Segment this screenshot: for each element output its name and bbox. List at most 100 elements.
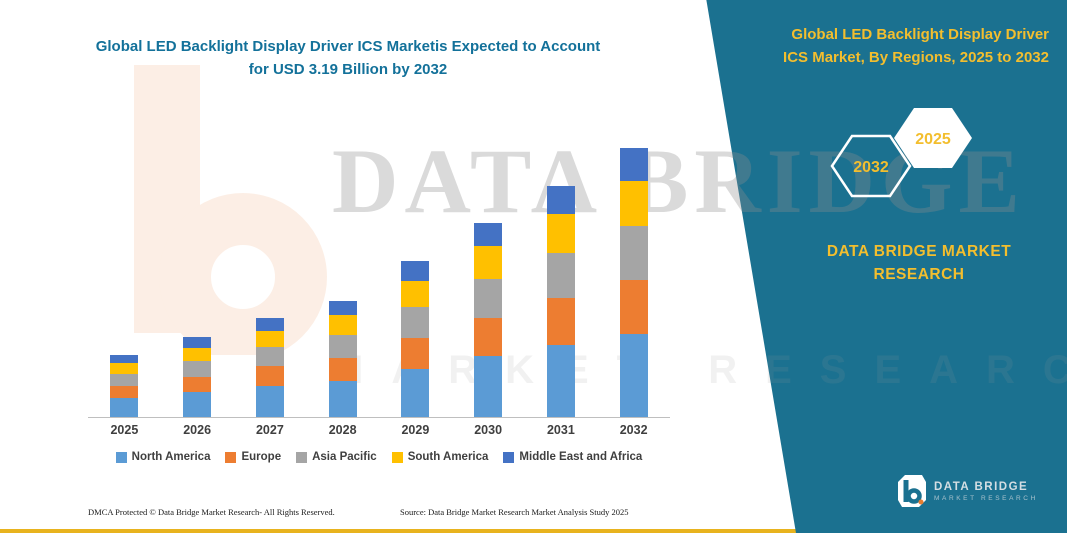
bar-2031 xyxy=(546,186,575,417)
source-note: Source: Data Bridge Market Research Mark… xyxy=(400,507,629,517)
x-axis-label-2026: 2026 xyxy=(183,423,212,437)
segment-south-america-2027 xyxy=(255,331,284,348)
bar-slot-2027 xyxy=(234,122,307,417)
hexagon-2025-icon xyxy=(894,108,972,168)
bar-2026 xyxy=(183,336,212,417)
legend-item-north-america: North America xyxy=(115,451,211,463)
segment-middle-east-and-africa-2027 xyxy=(255,318,284,332)
bar-slot-2028 xyxy=(306,122,379,417)
segment-middle-east-and-africa-2031 xyxy=(546,186,575,214)
segment-south-america-2025 xyxy=(110,363,139,375)
bar-slot-2031 xyxy=(525,122,598,417)
dmca-notice: DMCA Protected © Data Bridge Market Rese… xyxy=(88,507,335,517)
x-axis-label-2029: 2029 xyxy=(401,423,430,437)
legend-item-south-america: South America xyxy=(391,451,489,463)
brand-logo-texts: DATA BRIDGE MARKET RESEARCH xyxy=(934,481,1038,502)
bar-slot-2029 xyxy=(379,122,452,417)
segment-asia-pacific-2029 xyxy=(401,306,430,338)
segment-south-america-2030 xyxy=(474,245,503,279)
brand-logo-watermark-icon xyxy=(134,65,327,355)
chart-plot-area xyxy=(88,122,670,418)
hexagon-2025-label: 2025 xyxy=(915,131,951,148)
segment-europe-2026 xyxy=(183,376,212,392)
segment-north-america-2027 xyxy=(255,385,284,417)
page-title: Global LED Backlight Display Driver ICS … xyxy=(95,38,601,78)
bar-slot-2030 xyxy=(452,122,525,417)
hexagon-2032-icon xyxy=(830,134,912,198)
brand-name: DATA BRIDGE MARKET RESEARCH xyxy=(826,243,1012,284)
brand-logo-name: DATA BRIDGE xyxy=(934,480,1029,493)
segment-north-america-2030 xyxy=(474,356,503,417)
brand-logo-icon xyxy=(898,475,926,507)
bar-2028 xyxy=(328,300,357,417)
segment-europe-2032 xyxy=(619,279,648,334)
bar-slot-2025 xyxy=(88,122,161,417)
segment-asia-pacific-2025 xyxy=(110,374,139,386)
legend-label-europe: Europe xyxy=(241,451,282,463)
panel-title: Global LED Backlight Display Driver ICS … xyxy=(783,26,1049,66)
segment-south-america-2026 xyxy=(183,347,212,362)
segment-europe-2025 xyxy=(110,385,139,398)
bar-slot-2032 xyxy=(597,122,670,417)
segment-europe-2029 xyxy=(401,337,430,369)
segment-asia-pacific-2028 xyxy=(328,335,357,359)
segment-north-america-2029 xyxy=(401,369,430,417)
segment-north-america-2025 xyxy=(110,397,139,417)
segment-south-america-2032 xyxy=(619,181,648,226)
x-axis-label-2030: 2030 xyxy=(474,423,503,437)
segment-middle-east-and-africa-2030 xyxy=(474,223,503,246)
bar-2025 xyxy=(110,355,139,417)
segment-asia-pacific-2026 xyxy=(183,361,212,377)
segment-middle-east-and-africa-2026 xyxy=(183,336,212,348)
segment-middle-east-and-africa-2025 xyxy=(110,355,139,364)
segment-europe-2027 xyxy=(255,366,284,386)
segment-north-america-2028 xyxy=(328,380,357,417)
segment-asia-pacific-2031 xyxy=(546,252,575,299)
legend-item-europe: Europe xyxy=(225,451,281,463)
segment-europe-2028 xyxy=(328,358,357,381)
hexagon-2032-label: 2032 xyxy=(853,159,889,176)
legend-item-middle-east-and-africa: Middle East and Africa xyxy=(503,451,642,463)
segment-asia-pacific-2030 xyxy=(474,278,503,318)
segment-asia-pacific-2032 xyxy=(619,225,648,280)
x-axis-label-2025: 2025 xyxy=(110,423,139,437)
legend-label-north-america: North America xyxy=(131,451,211,463)
legend-swatch-asia-pacific xyxy=(296,451,308,463)
legend-item-asia-pacific: Asia Pacific xyxy=(296,451,377,463)
footer-brand-logo: DATA BRIDGE MARKET RESEARCH xyxy=(897,474,1038,508)
bar-slot-2026 xyxy=(161,122,234,417)
legend-swatch-north-america xyxy=(115,451,127,463)
bar-2029 xyxy=(401,261,430,417)
x-axis-label-2028: 2028 xyxy=(328,423,357,437)
segment-asia-pacific-2027 xyxy=(255,347,284,367)
segment-south-america-2031 xyxy=(546,213,575,253)
year-range-hexagons: 2032 2025 xyxy=(830,108,972,198)
chart-legend: North America Europe Asia Pacific South Ame… xyxy=(88,451,670,463)
segment-europe-2031 xyxy=(546,298,575,345)
brand-logo-subtitle: MARKET RESEARCH xyxy=(934,494,1038,502)
segment-south-america-2028 xyxy=(328,315,357,336)
bar-2032 xyxy=(619,148,648,417)
x-axis-labels: 2025 2026 2027 2028 2029 2030 2031 2032 xyxy=(88,423,670,437)
legend-swatch-middle-east-and-africa xyxy=(503,451,515,463)
segment-south-america-2029 xyxy=(401,280,430,307)
legend-swatch-south-america xyxy=(391,451,403,463)
segment-middle-east-and-africa-2032 xyxy=(619,148,648,182)
legend-label-south-america: South America xyxy=(407,451,489,463)
stacked-bar-chart: 2025 2026 2027 2028 2029 2030 2031 2032 North A… xyxy=(88,122,670,463)
segment-north-america-2026 xyxy=(183,391,212,417)
segment-middle-east-and-africa-2028 xyxy=(328,300,357,316)
bottom-accent-line xyxy=(0,529,1067,533)
bar-2027 xyxy=(255,318,284,417)
x-axis-label-2031: 2031 xyxy=(546,423,575,437)
legend-label-middle-east-and-africa: Middle East and Africa xyxy=(519,451,643,463)
segment-north-america-2031 xyxy=(546,344,575,417)
segment-north-america-2032 xyxy=(619,333,648,417)
legend-label-asia-pacific: Asia Pacific xyxy=(312,451,377,463)
bar-2030 xyxy=(474,223,503,417)
x-axis-label-2027: 2027 xyxy=(255,423,284,437)
legend-swatch-europe xyxy=(225,451,237,463)
segment-middle-east-and-africa-2029 xyxy=(401,261,430,281)
segment-europe-2030 xyxy=(474,317,503,357)
